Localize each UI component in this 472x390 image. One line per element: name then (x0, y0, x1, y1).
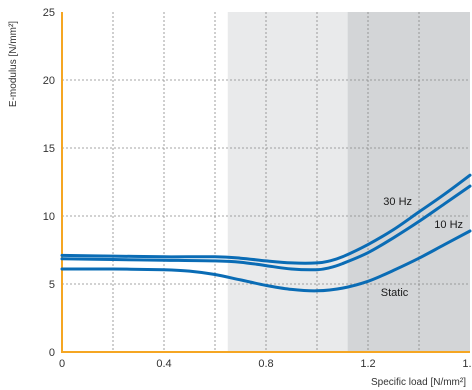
series-label-10-hz: 10 Hz (434, 219, 463, 231)
series-label-30-hz: 30 Hz (383, 196, 412, 208)
series-line-30-hz (60, 173, 472, 265)
x-tick-label: 1.2 (360, 358, 375, 370)
y-tick-label: 15 (43, 143, 55, 155)
x-tick-label: 0 (59, 358, 65, 370)
series-label-static: Static (381, 287, 409, 299)
x-axis-title: Specific load [N/mm²] (371, 377, 466, 388)
y-tick-label: 10 (43, 211, 55, 223)
y-tick-labels: 0 5 10 15 20 25 (43, 7, 55, 359)
shaded-range-2 (347, 12, 470, 352)
y-axis-title: E-modulus [N/mm²] (8, 21, 19, 107)
x-tick-labels: 0 0.4 0.8 1.2 1.6 (59, 358, 472, 370)
x-tick-label: 0.8 (258, 358, 273, 370)
y-tick-label: 20 (43, 75, 55, 87)
y-tick-label: 0 (49, 347, 55, 359)
series-line-static (60, 229, 472, 293)
axes (61, 12, 470, 353)
shaded-bands (227, 12, 470, 352)
y-tick-label: 25 (43, 7, 55, 19)
series-lines (60, 173, 472, 293)
y-tick-label: 5 (49, 279, 55, 291)
x-tick-label: 0.4 (156, 358, 171, 370)
series-labels: 30 Hz 10 Hz Static (381, 196, 463, 299)
x-tick-label: 1.6 (462, 358, 472, 370)
series-line-10-hz (60, 184, 472, 272)
shaded-range-1 (227, 12, 348, 352)
